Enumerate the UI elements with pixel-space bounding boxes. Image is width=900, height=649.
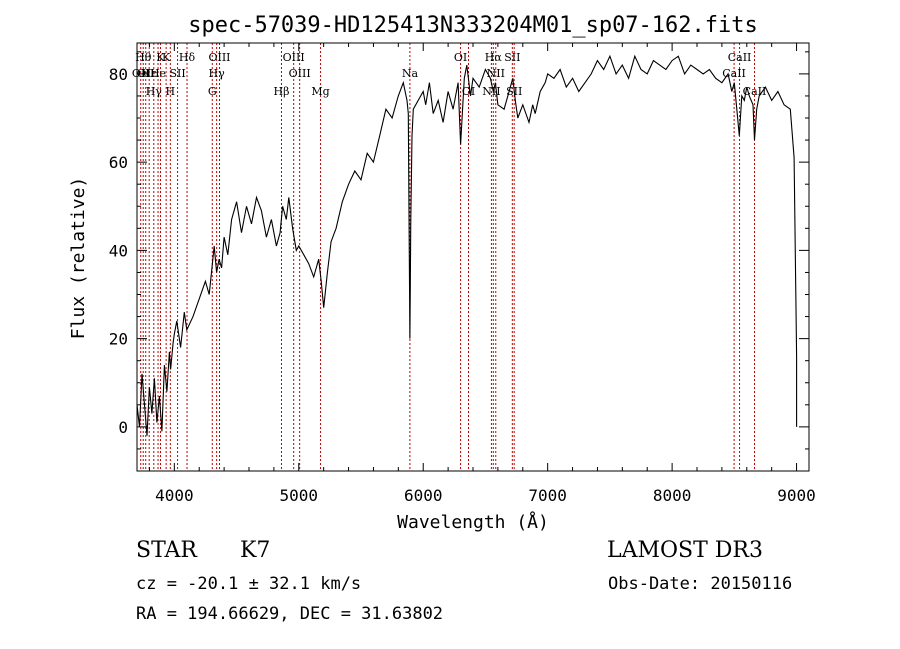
object-type: STAR (136, 538, 197, 563)
emission-line-markers (140, 43, 755, 471)
line-label-24: SII (504, 51, 520, 64)
x-axis-ticks: 4000 5000 6000 7000 8000 9000 (148, 43, 816, 505)
x-tick-label: 5000 (280, 486, 319, 505)
y-axis-ticks: 0 20 40 60 80 (109, 51, 809, 472)
redshift-readout: cz = -20.1 ± 32.1 km/s (136, 574, 362, 594)
line-label-6: K (156, 51, 165, 64)
line-label-19: OI (454, 51, 467, 64)
line-label-11: G (208, 85, 217, 98)
x-tick-label: 8000 (653, 486, 692, 505)
line-label-5: He (150, 67, 166, 80)
line-label-1: Hθ (135, 51, 152, 64)
line-label-13: OIII (208, 51, 230, 64)
x-tick-label: 9000 (777, 486, 816, 505)
line-label-23: NII (487, 67, 505, 80)
line-label-14: Hβ (274, 85, 290, 98)
line-label-8: H (166, 85, 176, 98)
subclass: K7 (240, 538, 271, 563)
line-label-10: Hδ (179, 51, 196, 64)
line-label-18: Na (402, 67, 419, 80)
line-label-7: K (162, 51, 171, 64)
line-label-9: SII (169, 67, 185, 80)
y-axis-label: Flux (relative) (68, 177, 89, 340)
emission-line-labels: OIIHθOIIHεHγHeKKHSIIHδGHγOIIIHβOIIIOIIIM… (132, 51, 766, 98)
x-tick-label: 6000 (404, 486, 443, 505)
line-label-22: Hα (485, 51, 503, 64)
y-tick-label: 0 (118, 418, 128, 437)
line-label-3: Hε (142, 67, 158, 80)
plot-frame (136, 42, 810, 472)
x-tick-label: 4000 (155, 486, 194, 505)
line-label-15: OIII (283, 51, 305, 64)
y-tick-label: 20 (109, 330, 128, 349)
coordinates: RA = 194.66629, DEC = 31.63802 (136, 604, 444, 624)
chart-title: spec-57039-HD125413N333204M01_sp07-162.f… (188, 13, 758, 38)
spectrum-line (136, 54, 798, 436)
line-label-16: OIII (289, 67, 311, 80)
obs-date: Obs-Date: 20150116 (608, 574, 793, 594)
line-label-12: Hγ (209, 67, 226, 80)
line-label-21: NII (482, 85, 500, 98)
line-label-4: Hγ (146, 85, 163, 98)
x-axis-label: Wavelength (Å) (397, 511, 549, 533)
line-label-17: Mg (311, 85, 329, 98)
y-tick-label: 40 (109, 241, 128, 260)
x-tick-label: 7000 (528, 486, 567, 505)
y-tick-label: 60 (109, 153, 128, 172)
survey-label: LAMOST DR3 (607, 538, 763, 563)
y-tick-label: 80 (109, 65, 128, 84)
line-label-27: CaII (728, 51, 752, 64)
